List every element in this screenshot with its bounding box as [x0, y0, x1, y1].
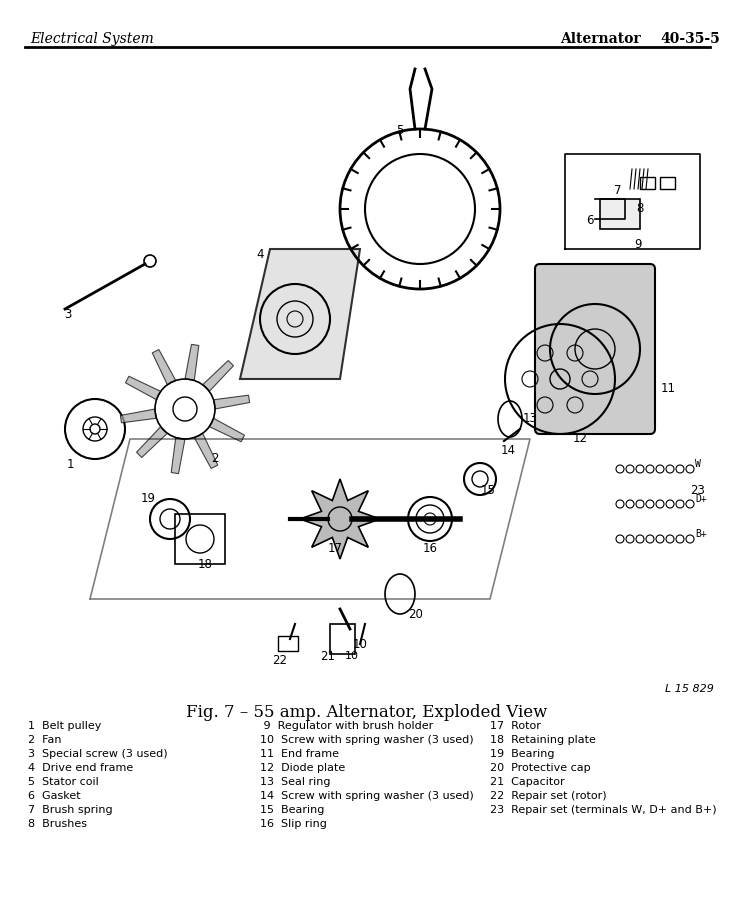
Polygon shape	[152, 349, 176, 385]
Text: 22: 22	[273, 654, 287, 667]
Text: 15  Bearing: 15 Bearing	[260, 805, 324, 815]
Text: 18: 18	[198, 557, 212, 571]
Text: 2  Fan: 2 Fan	[28, 735, 62, 745]
Bar	[600, 199, 640, 229]
Bar	[330, 624, 355, 654]
Bar	[640, 177, 655, 189]
Text: 2: 2	[211, 453, 219, 465]
Text: 7: 7	[614, 185, 622, 197]
Polygon shape	[214, 395, 250, 409]
Text: L 15 829: L 15 829	[665, 684, 714, 694]
Text: 15: 15	[481, 484, 495, 497]
Text: 8: 8	[637, 203, 644, 215]
Text: 7  Brush spring: 7 Brush spring	[28, 805, 112, 815]
Text: 9: 9	[634, 237, 642, 251]
Text: 5: 5	[396, 125, 404, 137]
Text: 21  Capacitor: 21 Capacitor	[490, 777, 564, 787]
Text: 10: 10	[345, 651, 359, 661]
Text: 40-35-5: 40-35-5	[660, 32, 720, 46]
Text: 21: 21	[320, 651, 335, 664]
Text: Fig. 7 – 55 amp. Alternator, Exploded View: Fig. 7 – 55 amp. Alternator, Exploded Vi…	[186, 704, 548, 721]
Text: 3  Special screw (3 used): 3 Special screw (3 used)	[28, 749, 168, 759]
Polygon shape	[137, 426, 168, 457]
Polygon shape	[185, 345, 198, 381]
Text: 16: 16	[423, 543, 437, 555]
Text: 6  Gasket: 6 Gasket	[28, 791, 81, 801]
Text: 16  Slip ring: 16 Slip ring	[260, 819, 327, 829]
Polygon shape	[194, 434, 218, 468]
Text: 11  End frame: 11 End frame	[260, 749, 339, 759]
Text: 17: 17	[328, 543, 343, 555]
Text: 10: 10	[353, 637, 368, 651]
Text: 6: 6	[587, 215, 594, 227]
Polygon shape	[121, 409, 157, 423]
Bar	[660, 177, 675, 189]
Text: 14  Screw with spring washer (3 used): 14 Screw with spring washer (3 used)	[260, 791, 474, 801]
Polygon shape	[209, 418, 245, 442]
Text: 18  Retaining plate: 18 Retaining plate	[490, 735, 596, 745]
Polygon shape	[203, 361, 234, 392]
Text: Electrical System: Electrical System	[30, 32, 154, 46]
Polygon shape	[171, 437, 185, 474]
Bar	[278, 636, 298, 651]
Text: 3: 3	[64, 307, 72, 321]
Polygon shape	[240, 249, 360, 379]
Text: 5  Stator coil: 5 Stator coil	[28, 777, 98, 787]
Text: 8  Brushes: 8 Brushes	[28, 819, 87, 829]
Text: 9  Regulator with brush holder: 9 Regulator with brush holder	[260, 721, 433, 731]
Text: 13  Seal ring: 13 Seal ring	[260, 777, 331, 787]
Text: 1  Belt pulley: 1 Belt pulley	[28, 721, 101, 731]
Text: 12: 12	[573, 433, 587, 445]
Text: 20: 20	[409, 607, 423, 621]
Text: 10  Screw with spring washer (3 used): 10 Screw with spring washer (3 used)	[260, 735, 473, 745]
Text: 19: 19	[140, 493, 156, 505]
Text: 12  Diode plate: 12 Diode plate	[260, 763, 345, 773]
Polygon shape	[126, 376, 161, 400]
Text: 22  Repair set (rotor): 22 Repair set (rotor)	[490, 791, 606, 801]
Text: 1: 1	[66, 457, 74, 471]
Text: Alternator: Alternator	[560, 32, 641, 46]
Text: W: W	[695, 459, 701, 469]
Text: 14: 14	[501, 445, 515, 457]
FancyBboxPatch shape	[535, 264, 655, 434]
Text: 4  Drive end frame: 4 Drive end frame	[28, 763, 133, 773]
Text: D+: D+	[695, 494, 707, 504]
Text: B+: B+	[695, 529, 707, 539]
Text: 17  Rotor: 17 Rotor	[490, 721, 541, 731]
Text: 19  Bearing: 19 Bearing	[490, 749, 554, 759]
Text: 20  Protective cap: 20 Protective cap	[490, 763, 591, 773]
Text: 11: 11	[661, 383, 675, 395]
Bar	[175, 514, 225, 564]
Text: 13: 13	[523, 413, 537, 425]
Text: 4: 4	[257, 247, 264, 261]
Text: 23  Repair set (terminals W, D+ and B+): 23 Repair set (terminals W, D+ and B+)	[490, 805, 717, 815]
Text: 23: 23	[691, 484, 706, 497]
Polygon shape	[300, 479, 380, 559]
